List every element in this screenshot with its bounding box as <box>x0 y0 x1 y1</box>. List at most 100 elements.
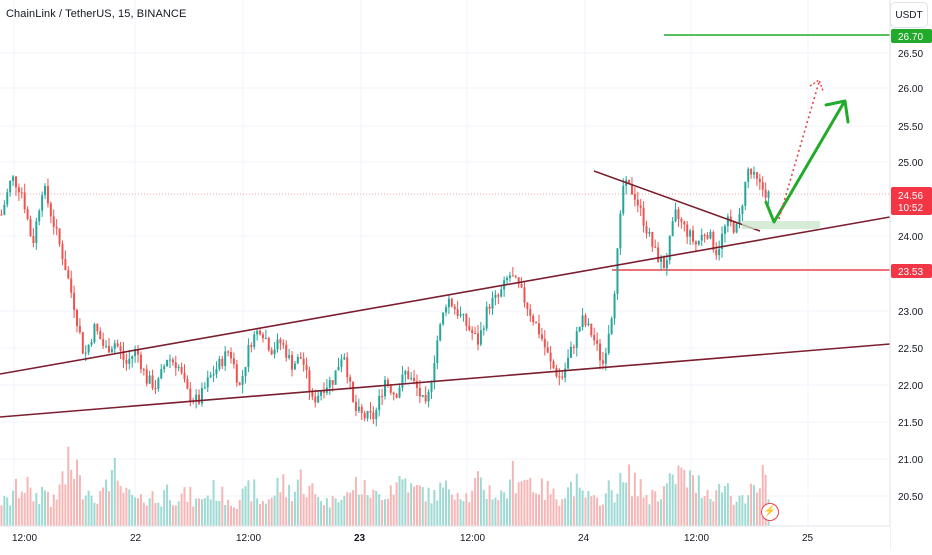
red-dotted-forecast[interactable] <box>778 81 820 220</box>
green-forecast-arrow[interactable] <box>764 102 845 224</box>
candle-body <box>636 199 639 206</box>
volume-bar <box>439 482 442 526</box>
volume-bar <box>433 490 436 526</box>
candle-body <box>334 370 337 385</box>
candle-body <box>578 327 581 332</box>
volume-bar <box>625 482 628 526</box>
volume-bar <box>456 492 459 526</box>
volume-bar <box>450 494 453 526</box>
candle-body <box>683 221 686 225</box>
volume-bar <box>137 498 140 526</box>
candle-body <box>134 349 137 357</box>
volume-bar <box>633 472 636 526</box>
volume-bar <box>291 501 294 526</box>
candle-body <box>46 186 49 204</box>
price-tick-label: 21.50 <box>898 418 923 429</box>
volume-bar <box>564 498 567 526</box>
candle-body <box>261 334 264 339</box>
candle-body <box>488 306 491 309</box>
trendline-upper-channel[interactable] <box>0 216 891 375</box>
volume-bar <box>715 490 718 526</box>
support-price-tag <box>891 264 932 278</box>
candle-body <box>549 352 552 362</box>
volume-bar <box>250 501 253 526</box>
currency-button[interactable]: USDT <box>890 2 928 28</box>
volume-bar <box>357 494 360 526</box>
support-zone[interactable] <box>742 221 820 229</box>
volume-bar <box>230 505 232 526</box>
candle-body <box>247 345 250 367</box>
candle-body <box>569 346 572 358</box>
volume-bar <box>276 477 279 526</box>
volume-bar <box>116 480 119 526</box>
volume-bar <box>157 502 160 526</box>
volume-bar <box>549 494 552 526</box>
time-tick-label: 22 <box>130 533 142 544</box>
candle-body <box>70 278 73 293</box>
candle-body <box>456 309 459 316</box>
candle-body <box>494 294 497 299</box>
candle-body <box>410 377 413 380</box>
volume-bar <box>654 491 657 526</box>
volume-bar <box>596 497 599 526</box>
volume-bar <box>320 501 323 526</box>
candle-body <box>741 205 744 215</box>
candle-body <box>168 359 171 361</box>
volume-bar <box>209 499 212 526</box>
volume-bar <box>328 507 331 526</box>
trendline-lower-channel[interactable] <box>0 343 891 418</box>
candle-body <box>285 344 288 358</box>
candle-body <box>352 381 355 402</box>
candle-body <box>729 216 732 222</box>
candle-body <box>119 346 122 351</box>
candle-body <box>23 192 26 210</box>
volume-bar <box>256 498 259 526</box>
time-axis[interactable] <box>0 526 890 550</box>
candle-body <box>508 275 511 278</box>
volume-bar <box>413 486 416 526</box>
candle-body <box>221 358 224 367</box>
volume-bar <box>35 492 38 526</box>
chart-title: ChainLink / TetherUS, 15, BINANCE <box>6 8 187 20</box>
candle-body <box>389 385 392 393</box>
candle-body <box>264 338 267 340</box>
volume-bar <box>26 476 29 526</box>
volume-bar <box>38 504 41 526</box>
candle-body <box>506 277 509 281</box>
volume-bar <box>52 494 55 526</box>
candle-body <box>747 169 750 182</box>
volume-bar <box>375 491 378 526</box>
trendline-triangle-top[interactable] <box>593 170 761 232</box>
volume-bar <box>305 497 308 526</box>
candle-body <box>645 225 648 234</box>
candle-body <box>105 345 108 347</box>
volume-bar <box>206 495 209 526</box>
volume-bar <box>296 479 299 526</box>
volume-bar <box>680 467 683 526</box>
candle-body <box>561 376 564 378</box>
volume-bar <box>363 480 366 526</box>
time-tick-label: 23 <box>354 533 366 544</box>
flash-icon[interactable]: ⚡ <box>761 503 779 521</box>
volume-bar <box>427 487 430 526</box>
volume-bar <box>14 478 17 526</box>
candle-body <box>256 330 259 335</box>
candle-body <box>58 228 61 244</box>
candle-body <box>758 178 761 183</box>
candle-body <box>151 375 154 389</box>
candle-body <box>517 277 520 284</box>
candle-body <box>692 230 694 242</box>
candle-body <box>726 216 729 227</box>
volume-bar <box>392 494 395 526</box>
volume-bar <box>90 495 93 526</box>
target-price-text: 26.70 <box>898 32 923 43</box>
candle-body <box>87 344 90 353</box>
volume-bar <box>134 497 137 526</box>
candle-body <box>465 314 468 326</box>
volume-bar <box>325 498 328 526</box>
volume-bar <box>267 499 270 526</box>
volume-bar <box>424 501 427 526</box>
volume-bar <box>285 497 288 526</box>
